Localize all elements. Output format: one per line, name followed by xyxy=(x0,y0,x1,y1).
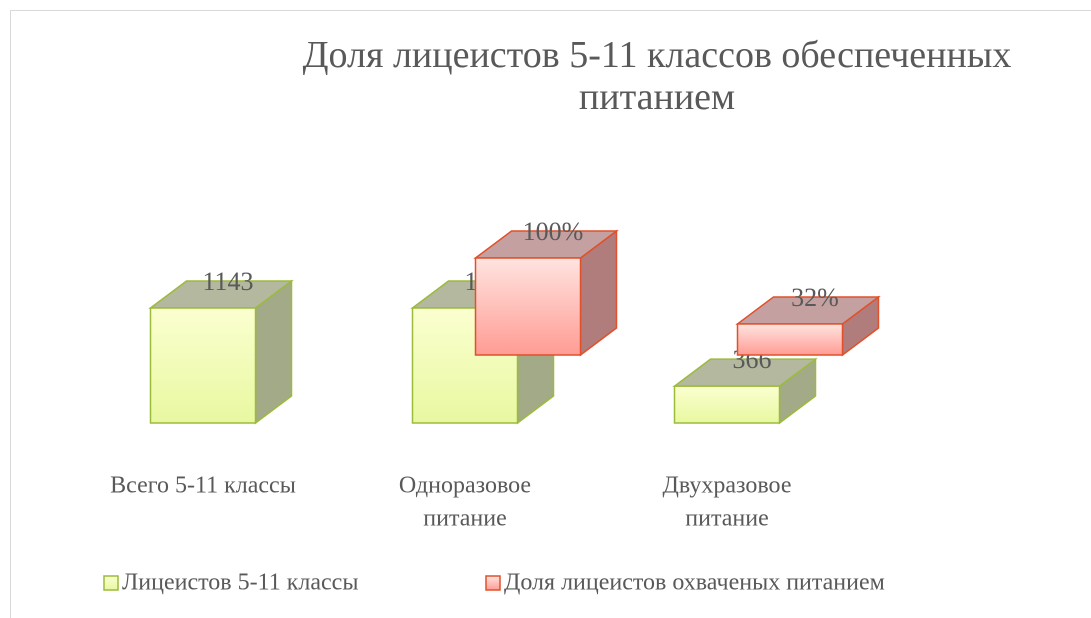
x-tick-label: Одноразовое xyxy=(399,473,531,499)
x-tick-label: питание xyxy=(685,506,768,532)
bar xyxy=(148,279,294,425)
x-tick-label: питание xyxy=(423,506,506,532)
chart-title: Доля лицеистов 5-11 классов обеспеченных… xyxy=(303,34,1012,118)
legend-swatch xyxy=(485,575,501,591)
bar xyxy=(672,357,818,425)
title-line: Доля лицеистов 5-11 классов обеспеченных xyxy=(303,34,1012,76)
legend-label: Доля лицеистов охваченых питанием xyxy=(504,570,885,596)
title-line: питанием xyxy=(579,76,735,118)
bar xyxy=(735,295,881,357)
bar-front xyxy=(673,385,781,424)
chart-border xyxy=(10,10,1091,618)
legend-label: Лицеистов 5-11 классы xyxy=(122,570,358,596)
x-tick-label: Всего 5-11 классы xyxy=(110,473,296,499)
data-label: 1143 xyxy=(202,267,253,296)
data-label: 100% xyxy=(523,217,584,246)
bar-front xyxy=(474,257,582,356)
x-tick-label: Двухразовое xyxy=(663,473,792,499)
bar-front xyxy=(149,307,257,424)
data-label: 32% xyxy=(791,283,839,312)
bar xyxy=(473,229,619,357)
bar-front xyxy=(736,323,844,356)
legend-swatch xyxy=(103,575,119,591)
